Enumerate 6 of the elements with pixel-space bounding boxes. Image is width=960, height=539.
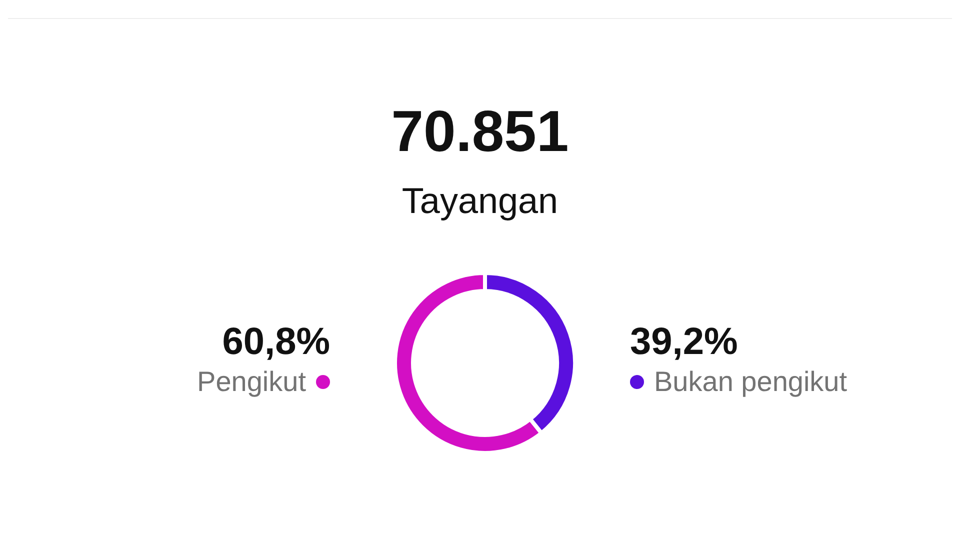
slice-label: Pengikut	[197, 365, 306, 399]
chart-subtitle: Tayangan	[400, 180, 560, 222]
legend-label: Bukan pengikut	[654, 365, 848, 399]
data-label: 60,8%	[221, 320, 330, 364]
chart-title: 70.851	[390, 98, 570, 165]
data-label: 39,2%	[630, 320, 739, 364]
